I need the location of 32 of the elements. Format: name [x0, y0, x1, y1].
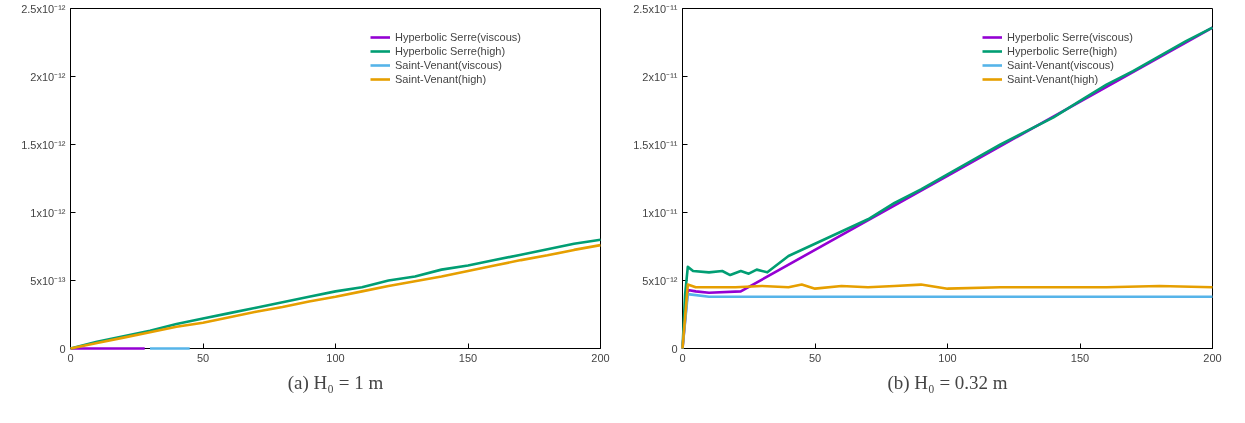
legend-label: Hyperbolic Serre(high) — [395, 44, 506, 58]
legend-label: Saint-Venant(high) — [395, 72, 487, 86]
legend-label: Hyperbolic Serre(viscous) — [395, 30, 521, 44]
text: (b) H₀ = 0.32 m — [887, 371, 1008, 394]
x-tick-label: 150 — [458, 351, 478, 364]
x-tick-label: 50 — [196, 351, 210, 364]
x-tick-label: 200 — [591, 351, 610, 364]
legend-label: Hyperbolic Serre(high) — [1007, 44, 1118, 58]
x-tick-label: 100 — [326, 351, 345, 364]
x-tick-label: 50 — [808, 351, 822, 364]
x-tick-label: 150 — [1070, 351, 1090, 364]
y-tick-label: 0 — [671, 342, 678, 355]
y-tick-label: 5x10⁻¹³ — [30, 274, 66, 287]
legend-label: Saint-Venant(high) — [1007, 72, 1099, 86]
x-tick-label: 0 — [679, 351, 686, 364]
y-tick-label: 1.5x10⁻¹¹ — [633, 138, 678, 151]
text: (a) H₀ = 1 m — [287, 371, 384, 394]
y-tick-label: 1x10⁻¹² — [30, 206, 66, 219]
y-tick-label: 1.5x10⁻¹² — [21, 138, 66, 151]
y-tick-label: 2.5x10⁻¹² — [21, 2, 66, 15]
legend-label: Saint-Venant(viscous) — [395, 58, 502, 72]
y-tick-label: 1x10⁻¹¹ — [642, 206, 678, 219]
x-tick-label: 0 — [67, 351, 74, 364]
y-tick-label: 2x10⁻¹² — [30, 70, 66, 83]
y-tick-label: 2x10⁻¹¹ — [642, 70, 678, 83]
x-tick-label: 100 — [938, 351, 957, 364]
x-tick-label: 200 — [1203, 351, 1222, 364]
legend-label: Saint-Venant(viscous) — [1007, 58, 1114, 72]
legend-label: Hyperbolic Serre(viscous) — [1007, 30, 1133, 44]
y-tick-label: 2.5x10⁻¹¹ — [633, 2, 678, 15]
y-tick-label: 5x10⁻¹² — [642, 274, 678, 287]
y-tick-label: 0 — [59, 342, 66, 355]
